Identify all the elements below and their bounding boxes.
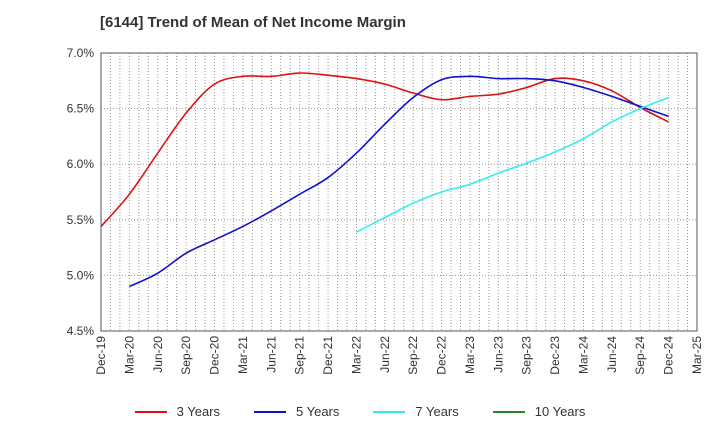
legend-item-5-years: 5 Years bbox=[254, 404, 339, 419]
chart-title: [6144] Trend of Mean of Net Income Margi… bbox=[100, 14, 406, 31]
series-line-5-years bbox=[129, 75, 669, 288]
x-tick-label: Sep-24 bbox=[633, 336, 647, 375]
x-tick-label: Jun-21 bbox=[264, 336, 278, 373]
legend-item-7-years: 7 Years bbox=[373, 404, 459, 419]
x-tick-label: Dec-20 bbox=[208, 336, 222, 375]
legend-label: 5 Years bbox=[296, 404, 340, 419]
x-tick-label: Dec-24 bbox=[662, 336, 676, 375]
legend-swatch bbox=[492, 410, 525, 413]
legend-item-3-years: 3 Years bbox=[134, 404, 220, 419]
legend: 3 Years 5 Years 7 Years 10 Years bbox=[0, 404, 720, 419]
legend-label: 7 Years bbox=[415, 404, 459, 419]
x-tick-label: Dec-19 bbox=[94, 336, 108, 375]
x-tick-label: Jun-23 bbox=[491, 336, 505, 373]
legend-label: 3 Years bbox=[176, 404, 220, 419]
series-line-7-years bbox=[356, 96, 669, 233]
x-tick-label: Jun-22 bbox=[378, 336, 392, 373]
x-tick-label: Mar-20 bbox=[122, 336, 136, 374]
y-tick-label: 4.5% bbox=[67, 324, 95, 338]
y-tick-label: 5.0% bbox=[67, 268, 95, 282]
legend-swatch bbox=[254, 410, 286, 413]
y-tick-label: 6.0% bbox=[67, 157, 95, 171]
legend-swatch bbox=[134, 410, 167, 413]
x-tick-label: Sep-21 bbox=[293, 336, 307, 375]
legend-item-10-years: 10 Years bbox=[492, 404, 586, 419]
x-tick-label: Sep-22 bbox=[406, 336, 420, 375]
legend-swatch bbox=[373, 410, 406, 413]
x-tick-label: Mar-25 bbox=[690, 336, 704, 374]
series-line-3-years bbox=[100, 72, 669, 227]
x-tick-label: Mar-21 bbox=[236, 336, 250, 374]
x-tick-label: Dec-22 bbox=[435, 336, 449, 375]
x-tick-label: Dec-23 bbox=[548, 336, 562, 375]
x-tick-label: Mar-22 bbox=[349, 336, 363, 374]
x-tick-label: Jun-20 bbox=[151, 336, 165, 373]
x-tick-label: Mar-23 bbox=[463, 336, 477, 374]
x-tick-label: Jun-24 bbox=[605, 336, 619, 373]
x-tick-label: Sep-20 bbox=[179, 336, 193, 375]
x-tick-label: Mar-24 bbox=[576, 336, 590, 374]
y-tick-label: 6.5% bbox=[67, 102, 95, 116]
y-tick-label: 7.0% bbox=[67, 46, 95, 60]
plot-frame bbox=[100, 52, 698, 332]
x-tick-label: Sep-23 bbox=[520, 336, 534, 375]
legend-label: 10 Years bbox=[534, 404, 586, 419]
x-tick-label: Dec-21 bbox=[321, 336, 335, 375]
y-tick-label: 5.5% bbox=[67, 213, 95, 227]
